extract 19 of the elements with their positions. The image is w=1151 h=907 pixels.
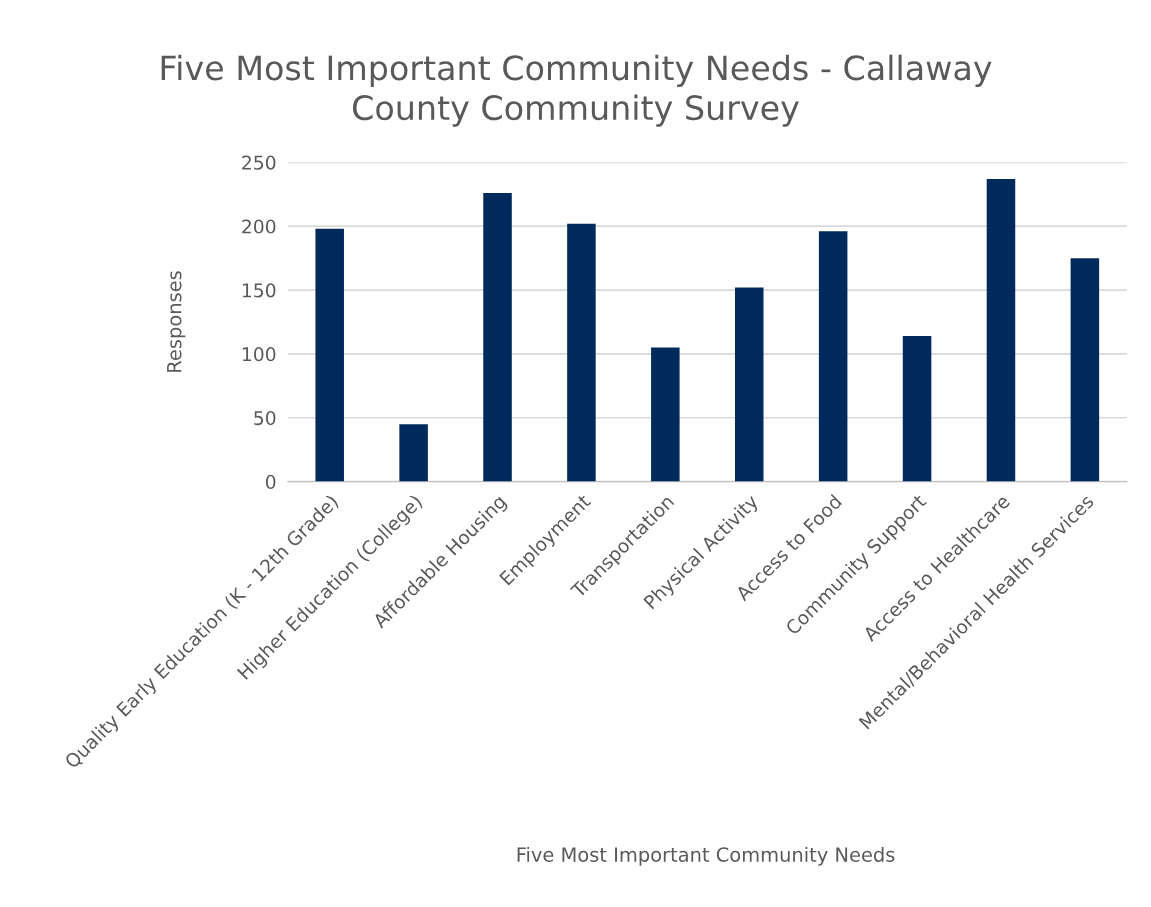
y-axis-title: Responses bbox=[167, 271, 186, 372]
bar bbox=[1070, 258, 1100, 482]
y-tick-label: 250 bbox=[242, 155, 276, 170]
bar bbox=[818, 231, 848, 482]
y-tick-label: 100 bbox=[242, 347, 276, 362]
bar bbox=[734, 287, 764, 482]
bar bbox=[399, 424, 428, 482]
bar bbox=[986, 178, 1016, 482]
y-tick-label: 150 bbox=[242, 283, 276, 298]
y-tick-label: 50 bbox=[254, 410, 276, 426]
chart-title: Five Most Important Community Needs - Callaway County Community Survey bbox=[161, 54, 992, 127]
y-tick-label: 200 bbox=[242, 219, 276, 234]
x-axis-title: Five Most Important Community Needs bbox=[517, 846, 895, 866]
bar bbox=[315, 228, 344, 482]
bar bbox=[567, 223, 596, 482]
y-tick-label: 0 bbox=[265, 474, 276, 490]
bar bbox=[651, 347, 680, 482]
bar bbox=[902, 336, 932, 482]
bar bbox=[483, 193, 512, 482]
